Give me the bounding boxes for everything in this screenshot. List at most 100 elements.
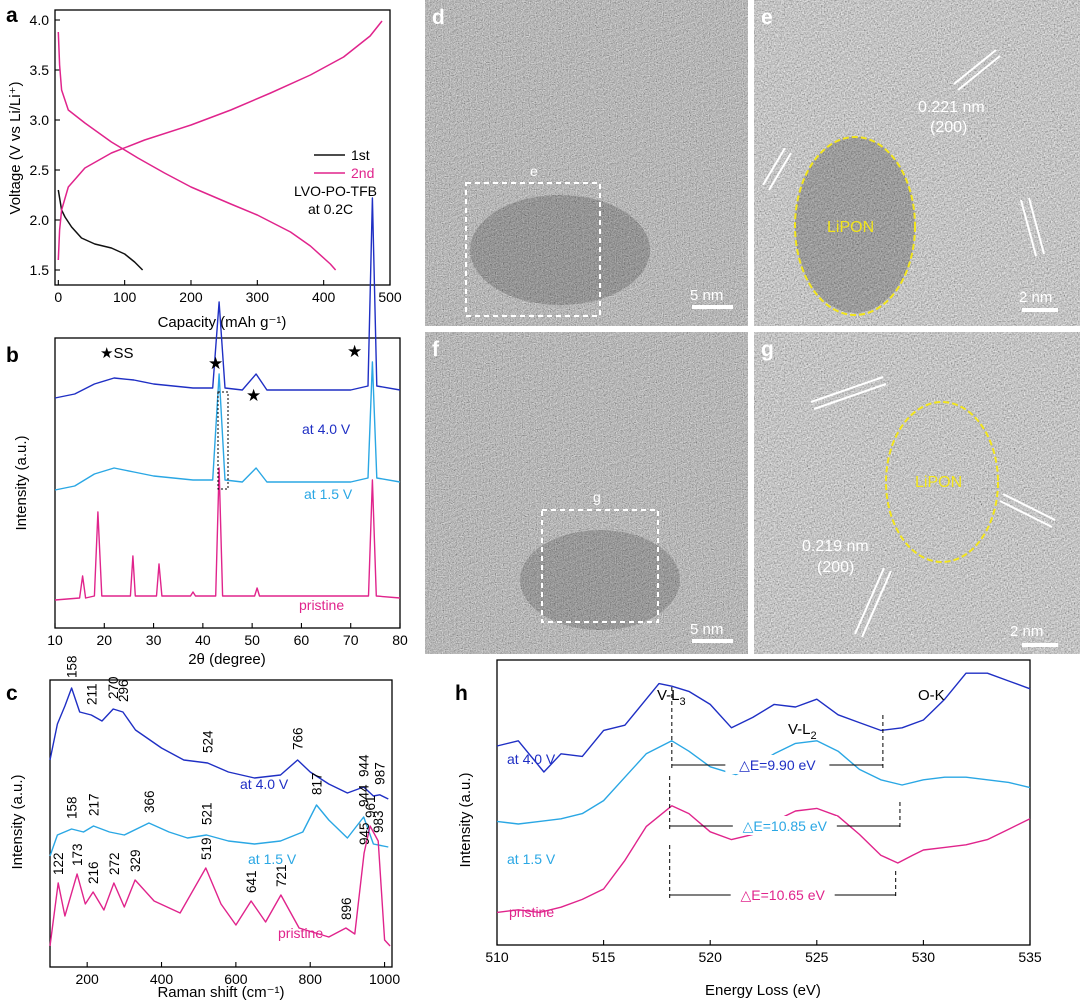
panel-b-xtick-label: 80 — [392, 632, 408, 648]
panel-b-xtick-label: 70 — [343, 632, 359, 648]
panel-a-legend: 1st 2nd LVO-PO-TFB at 0.2C — [294, 147, 377, 217]
panel-g-spacing: 0.219 nm — [802, 538, 869, 555]
panel-h-label-15: at 1.5 V — [507, 851, 556, 867]
panel-e-plane: (200) — [930, 119, 967, 136]
panel-a-xtick-label: 0 — [54, 289, 62, 305]
panel-h-ylabel: Intensity (a.u.) — [457, 772, 474, 867]
panel-b-xtick-label: 60 — [294, 632, 310, 648]
panel-b-xtick-label: 50 — [244, 632, 260, 648]
panel-c-curve-0 — [49, 687, 389, 800]
panel-g-lipon-outline — [885, 401, 999, 563]
panel-e: e LiPON 0.221 nm (200) 2 nm — [754, 0, 1080, 326]
panel-c-curve-2 — [49, 825, 391, 947]
panel-c-peak-label: 896 — [339, 897, 354, 920]
panel-c-xtick-label: 800 — [299, 971, 323, 987]
panel-a-ticks: 0 100 200 300 400 500 1.5 2.0 2.5 3.0 3.5 4.0 — [30, 12, 402, 305]
panel-b-xtick-label: 30 — [146, 632, 162, 648]
panel-c-peak-label: 987 — [373, 762, 388, 785]
panel-b-ticks: 10 20 30 40 50 60 70 80 — [47, 623, 408, 648]
panel-a-note-sample: LVO-PO-TFB — [294, 183, 377, 199]
panel-c-xtick-label: 600 — [224, 971, 248, 987]
panel-c-peak-label: 945 — [357, 822, 372, 845]
panel-c-peak-label: 296 — [116, 679, 131, 702]
panel-b-xlabel: 2θ (degree) — [188, 651, 266, 668]
panel-h-delta-bg — [725, 755, 830, 774]
panel-a-ylabel: Voltage (V vs Li/Li⁺) — [7, 82, 24, 215]
panel-f: f g 5 nm — [425, 332, 748, 654]
panel-b-xtick-label: 40 — [195, 632, 211, 648]
panel-h-edge-vl2: V-L2 — [788, 721, 817, 742]
panel-c-peak-label: 521 — [200, 802, 215, 825]
panel-d: d e 5 nm — [425, 0, 748, 326]
panel-e-spacing: 0.221 nm — [918, 99, 985, 116]
panel-a-series — [57, 20, 383, 271]
panel-f-label: f — [432, 338, 440, 361]
panel-h-series — [496, 672, 1031, 914]
panel-h-ticks: 510 515 520 525 530 535 — [485, 940, 1042, 965]
panel-e-scale: 2 nm — [1019, 289, 1052, 306]
panel-h: h 510 515 520 525 530 535 △E=9.90 eV △E=10.85 … — [455, 659, 1042, 999]
panel-c-peak-label: 211 — [84, 683, 99, 705]
panel-b-axes — [54, 337, 401, 629]
panel-a-axes — [54, 9, 391, 286]
panel-e-label: e — [761, 6, 773, 29]
panel-e-lipon-label: LiPON — [827, 219, 874, 236]
panel-g-label: g — [761, 338, 774, 361]
panel-h-xtick-label: 525 — [805, 949, 829, 965]
panel-c-xtick-label: 200 — [75, 971, 99, 987]
panel-c-peak-label: 158 — [65, 796, 80, 819]
panel-a-xtick-label: 500 — [378, 289, 402, 305]
panel-c-peak-label: 366 — [142, 790, 157, 813]
panel-h-xtick-label: 530 — [912, 949, 936, 965]
panel-c-peak-label: 524 — [201, 730, 216, 753]
panel-a: a 0 100 200 300 400 500 1.5 2.0 2.5 3.0 3.5 4.0 Cap… — [6, 4, 402, 331]
panel-a-ytick-label: 2.0 — [30, 212, 50, 228]
panel-h-delta-bg — [730, 885, 835, 904]
panel-h-axes — [496, 659, 1031, 946]
panel-d-scale: 5 nm — [690, 287, 723, 304]
panel-b-highlight-box — [217, 391, 229, 490]
panel-b-ss-legend: ★SS — [100, 345, 133, 362]
panel-g-lipon-label: LiPON — [915, 474, 962, 491]
panel-c-peak-label: 766 — [291, 727, 306, 750]
panel-g-scale: 2 nm — [1010, 623, 1043, 640]
panel-c-peak-label: 216 — [86, 861, 101, 884]
panel-b-star-51: ★ — [246, 386, 261, 405]
panel-a-ytick-label: 4.0 — [30, 12, 50, 28]
panel-e-lipon-outline — [794, 136, 916, 316]
legend-1st: 1st — [351, 147, 370, 163]
panel-b-star-43: ★ — [208, 354, 223, 373]
panel-f-inset-box — [541, 509, 659, 623]
panel-a-xtick-label: 200 — [179, 289, 203, 305]
panel-c-xtick-label: 400 — [150, 971, 174, 987]
panel-h-delta-bg — [732, 816, 837, 835]
panel-c-peak-label: 944 — [357, 784, 372, 807]
panel-b-xtick-label: 10 — [47, 632, 63, 648]
panel-b-curve-1 — [54, 361, 401, 491]
panel-c-series — [49, 687, 391, 947]
panel-a-xtick-label: 300 — [246, 289, 270, 305]
panel-b-label-15: at 1.5 V — [304, 486, 353, 502]
panel-c-ylabel: Intensity (a.u.) — [9, 774, 26, 869]
panel-h-xtick-label: 510 — [485, 949, 509, 965]
panel-c-label: c — [6, 682, 18, 705]
panel-b-label-pristine: pristine — [299, 597, 344, 613]
panel-a-xlabel: Capacity (mAh g⁻¹) — [158, 314, 287, 331]
panel-c-peak-label: 721 — [274, 864, 289, 887]
panel-h-edge-vl3: V-L3 — [657, 687, 686, 708]
panel-c-peak-label: 519 — [199, 837, 214, 860]
panel-b-curve-0 — [54, 197, 401, 399]
panel-c-peak-label: 122 — [51, 852, 66, 875]
panel-a-curve-2 — [57, 20, 383, 261]
panel-b-series — [54, 197, 401, 601]
legend-2nd: 2nd — [351, 165, 374, 181]
panel-c-peak-label: 158 — [65, 655, 80, 678]
panel-d-label: d — [432, 6, 445, 29]
panel-g: g LiPON 0.219 nm (200) 2 nm — [754, 332, 1080, 654]
panel-c-label-40: at 4.0 V — [240, 776, 289, 792]
panel-d-inset-box — [465, 182, 601, 317]
panel-h-edge-ok: O-K — [918, 687, 945, 704]
panel-b-curve-2 — [54, 467, 401, 601]
